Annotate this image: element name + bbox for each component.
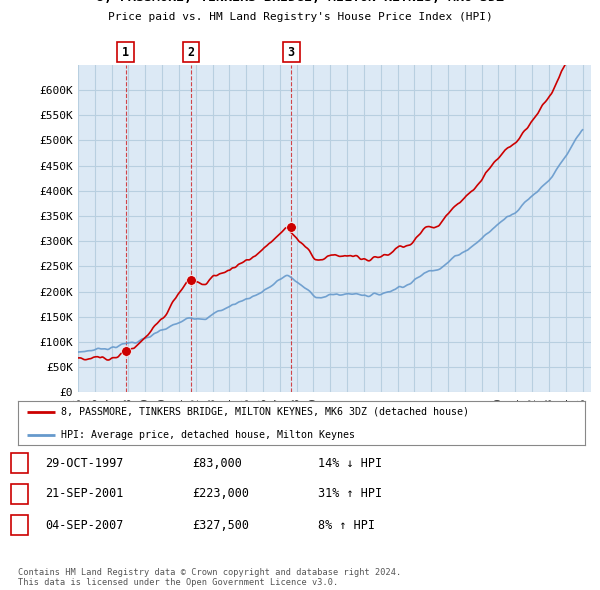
Text: £327,500: £327,500 xyxy=(192,519,249,532)
Text: 1: 1 xyxy=(122,45,129,59)
Text: £83,000: £83,000 xyxy=(192,457,242,470)
Text: 2: 2 xyxy=(16,487,23,500)
Text: 29-OCT-1997: 29-OCT-1997 xyxy=(45,457,124,470)
Text: 2: 2 xyxy=(187,45,194,59)
Text: 3: 3 xyxy=(287,45,295,59)
Text: £223,000: £223,000 xyxy=(192,487,249,500)
Text: 14% ↓ HPI: 14% ↓ HPI xyxy=(318,457,382,470)
Text: 04-SEP-2007: 04-SEP-2007 xyxy=(45,519,124,532)
Text: 3: 3 xyxy=(16,519,23,532)
Text: HPI: Average price, detached house, Milton Keynes: HPI: Average price, detached house, Milt… xyxy=(61,430,355,440)
Text: 1: 1 xyxy=(16,457,23,470)
Text: 21-SEP-2001: 21-SEP-2001 xyxy=(45,487,124,500)
Text: 8% ↑ HPI: 8% ↑ HPI xyxy=(318,519,375,532)
Text: Contains HM Land Registry data © Crown copyright and database right 2024.
This d: Contains HM Land Registry data © Crown c… xyxy=(18,568,401,587)
Text: 8, PASSMORE, TINKERS BRIDGE, MILTON KEYNES, MK6 3DZ: 8, PASSMORE, TINKERS BRIDGE, MILTON KEYN… xyxy=(96,0,504,4)
Text: 31% ↑ HPI: 31% ↑ HPI xyxy=(318,487,382,500)
Text: 8, PASSMORE, TINKERS BRIDGE, MILTON KEYNES, MK6 3DZ (detached house): 8, PASSMORE, TINKERS BRIDGE, MILTON KEYN… xyxy=(61,407,469,417)
Text: Price paid vs. HM Land Registry's House Price Index (HPI): Price paid vs. HM Land Registry's House … xyxy=(107,12,493,21)
